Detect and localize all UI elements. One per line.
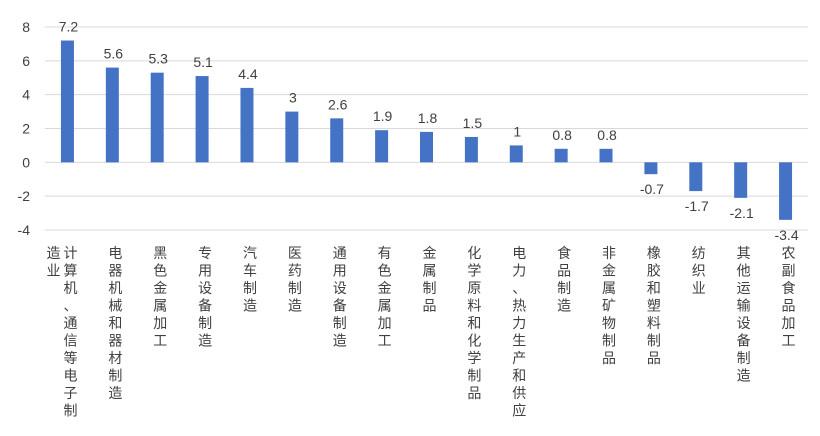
data-label: 5.6 <box>104 46 124 62</box>
category-label: 汽车制造 <box>243 246 257 315</box>
data-label: 0.8 <box>597 127 617 143</box>
data-label: 1.9 <box>373 108 393 124</box>
bar <box>599 148 613 163</box>
category-label: 通用设备制造 <box>333 246 347 350</box>
category-label: 橡胶和塑料制品 <box>647 246 661 367</box>
bar <box>689 162 703 192</box>
data-label: 1.8 <box>418 110 438 126</box>
y-tick-label: -2 <box>18 188 31 204</box>
category-label: 黑色金属加工 <box>153 246 167 350</box>
category-label: 农副食品加工 <box>782 246 796 350</box>
bar <box>60 40 74 163</box>
data-label: -1.7 <box>685 198 709 214</box>
data-label: 1.5 <box>463 115 483 131</box>
y-axis: -4 -2 0 2 4 6 8 <box>18 19 31 238</box>
category-label: 计算机、通信等电子制造业 <box>46 246 77 420</box>
bar <box>375 130 389 163</box>
data-label: 5.3 <box>148 51 168 67</box>
category-label: 医药制造 <box>288 246 302 315</box>
data-label: -0.7 <box>640 181 664 197</box>
data-label: 2.6 <box>328 96 348 112</box>
x-axis-category-labels: 计算机、通信等电子制造业 电器机械和器材制造 黑色金属加工 专用设备制造 汽车制造 医药制… <box>46 245 795 420</box>
category-label: 其他运输设备制造 <box>737 246 751 385</box>
y-tick-label: 8 <box>22 19 30 35</box>
data-label: 5.1 <box>193 54 213 70</box>
data-label: -2.1 <box>730 205 754 221</box>
bar <box>644 162 658 175</box>
bar <box>330 118 344 163</box>
data-labels: 7.2 5.6 5.3 5.1 4.4 3 2.6 1.9 1.8 1.5 1 0.8 0.8 -0.7 -… <box>59 19 799 243</box>
category-label: 食品制造 <box>557 245 571 315</box>
bar <box>464 136 478 163</box>
bar <box>779 162 793 220</box>
bar <box>240 87 254 163</box>
category-label: 电器机械和器材制造 <box>108 246 122 402</box>
data-label: -3.4 <box>774 227 798 243</box>
category-label: 非金属矿物制品 <box>602 246 616 367</box>
y-tick-label: 4 <box>22 87 30 103</box>
data-label: 7.2 <box>59 19 79 35</box>
bar <box>734 162 748 198</box>
bar <box>150 72 164 163</box>
category-label: 专用设备制造 <box>198 246 212 350</box>
category-label: 纺织业 <box>692 246 706 297</box>
data-label: 1 <box>513 123 521 139</box>
bar <box>285 111 299 163</box>
y-tick-label: 2 <box>22 121 30 137</box>
category-label: 化学原料和化学制品 <box>467 246 481 402</box>
category-label: 有色金属加工 <box>378 246 392 350</box>
category-label: 金属制品 <box>423 246 437 315</box>
bar <box>420 131 433 163</box>
data-label: 3 <box>289 90 297 106</box>
bar <box>554 148 568 163</box>
data-label: 4.4 <box>238 66 258 82</box>
bar <box>509 145 523 163</box>
bar <box>195 76 209 163</box>
data-label: 0.8 <box>552 127 572 143</box>
bar <box>105 67 119 163</box>
y-tick-label: -4 <box>18 222 31 238</box>
bars <box>60 40 793 220</box>
y-tick-label: 0 <box>22 154 30 170</box>
category-label: 电力、热力生产和供应 <box>512 246 526 420</box>
y-tick-label: 6 <box>22 53 30 69</box>
